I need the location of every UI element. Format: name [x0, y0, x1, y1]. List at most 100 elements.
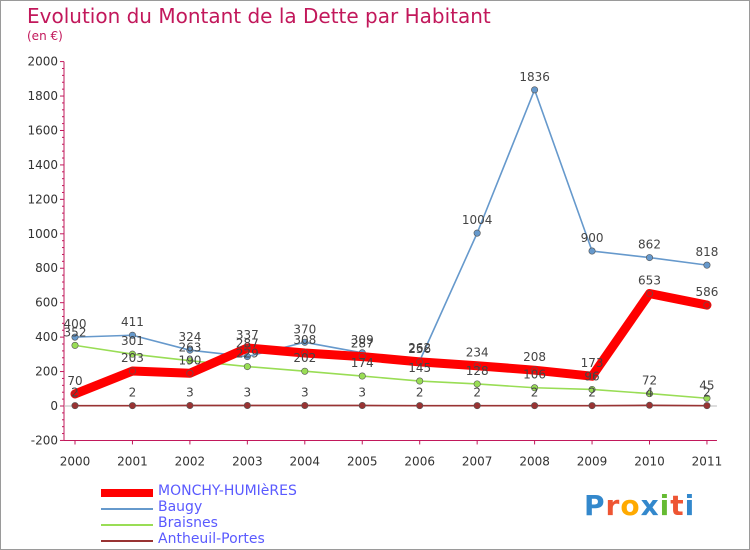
data-point-braisnes [301, 367, 309, 375]
data-label-baugy: 400 [64, 317, 87, 331]
data-point-monchy-humi-res [473, 362, 481, 370]
legend-swatch [101, 540, 153, 542]
y-tick-label: 1800 [27, 89, 58, 103]
data-label-baugy: 411 [121, 315, 144, 329]
data-point-monchy-humi-res [588, 372, 596, 380]
data-point-baugy [588, 247, 596, 255]
data-label-baugy: 370 [293, 322, 316, 336]
data-labels: 352 301 263 229 202 174 145 128 106 96 72 45 400 411 3… [64, 70, 719, 400]
x-tick-label: 2006 [404, 454, 435, 468]
y-tick-label: 1200 [27, 192, 58, 206]
data-point-baugy [71, 333, 79, 341]
logo-letter: P [584, 489, 606, 522]
data-point-monchy-humi-res [358, 353, 366, 361]
data-point-antheuil-portes [358, 401, 366, 409]
data-point-monchy-humi-res [128, 367, 136, 375]
data-point-braisnes [473, 380, 481, 388]
data-label-monchy-humi-res: 308 [293, 333, 316, 347]
x-tick-label: 2001 [117, 454, 148, 468]
data-point-braisnes [358, 372, 366, 380]
data-point-antheuil-portes [301, 401, 309, 409]
data-label-antheuil-portes: 3 [358, 385, 366, 399]
data-point-baugy [301, 338, 309, 346]
x-tick-label: 2007 [462, 454, 493, 468]
data-label-antheuil-portes: 3 [244, 385, 252, 399]
data-label-monchy-humi-res: 190 [178, 353, 201, 367]
logo-letter: i [659, 489, 671, 522]
data-label-braisnes: 263 [178, 341, 201, 355]
data-label-monchy-humi-res: 234 [466, 346, 489, 360]
data-label-braisnes: 202 [293, 351, 316, 365]
chart-subtitle: (en €) [27, 29, 63, 43]
data-label-baugy: 900 [581, 231, 604, 245]
data-label-antheuil-portes: 2 [531, 386, 539, 400]
data-point-monchy-humi-res [301, 349, 309, 357]
data-label-antheuil-portes: 2 [129, 386, 137, 400]
data-label-antheuil-portes: 2 [588, 386, 596, 400]
legend: MONCHY-HUMIèRES Baugy Braisnes Antheuil-Por… [101, 483, 421, 549]
proxiti-logo: Proxiti [584, 489, 695, 522]
data-label-monchy-humi-res: 256 [408, 342, 431, 356]
x-tick-label: 2003 [232, 454, 263, 468]
data-point-braisnes [416, 377, 424, 385]
data-point-antheuil-portes [128, 402, 136, 410]
y-tick-label: 200 [35, 365, 58, 379]
data-label-antheuil-portes: 2 [473, 386, 481, 400]
data-label-monchy-humi-res: 586 [695, 285, 718, 299]
logo-letter: x [640, 489, 660, 522]
data-point-antheuil-portes [243, 401, 251, 409]
legend-swatch [101, 508, 153, 510]
y-tick-label: 400 [35, 330, 58, 344]
logo-letter: t [670, 489, 685, 522]
series-line-monchy-humi-res [70, 289, 712, 399]
data-point-braisnes [186, 357, 194, 365]
series-line-braisnes [74, 344, 708, 400]
data-label-monchy-humi-res: 653 [638, 274, 661, 288]
data-point-monchy-humi-res [531, 366, 539, 374]
legend-label: Braisnes [158, 515, 218, 531]
y-tick-label: -200 [31, 433, 58, 447]
x-tick-label: 2002 [175, 454, 206, 468]
x-tick-label: 2005 [347, 454, 378, 468]
data-point-baugy [128, 331, 136, 339]
data-label-braisnes: 45 [699, 378, 714, 392]
x-tick-label: 2008 [519, 454, 550, 468]
legend-item-braisnes: Braisnes [101, 515, 421, 533]
y-tick-label: 2000 [27, 55, 58, 69]
data-point-braisnes [531, 384, 539, 392]
x-tick-label: 2009 [577, 454, 608, 468]
logo-letter: r [605, 489, 621, 522]
data-point-antheuil-portes [186, 401, 194, 409]
x-tick-label: 2011 [692, 454, 723, 468]
data-point-monchy-humi-res [645, 290, 653, 298]
data-point-baugy [645, 254, 653, 262]
data-label-braisnes: 352 [64, 325, 87, 339]
data-point-antheuil-portes [416, 402, 424, 410]
data-label-monchy-humi-res: 287 [351, 337, 374, 351]
data-point-antheuil-portes [71, 402, 79, 410]
data-point-baugy [243, 353, 251, 361]
y-tick-label: 600 [35, 296, 58, 310]
legend-swatch [101, 489, 153, 497]
data-label-monchy-humi-res: 70 [67, 374, 82, 388]
data-point-antheuil-portes [588, 402, 596, 410]
logo-letter: o [620, 489, 641, 522]
y-tick-label: 0 [50, 399, 58, 413]
data-point-braisnes [243, 363, 251, 371]
data-label-antheuil-portes: 4 [646, 385, 654, 399]
data-label-braisnes: 229 [236, 347, 259, 361]
data-label-monchy-humi-res: 203 [121, 351, 144, 365]
data-label-baugy: 1836 [519, 70, 550, 84]
data-point-antheuil-portes [645, 401, 653, 409]
data-label-braisnes: 301 [121, 334, 144, 348]
y-tick-label: 800 [35, 261, 58, 275]
data-label-baugy: 818 [695, 245, 718, 259]
data-point-antheuil-portes [703, 402, 711, 410]
data-label-braisnes: 128 [466, 364, 489, 378]
data-label-braisnes: 145 [408, 361, 431, 375]
chart-title: Evolution du Montant de la Dette par Hab… [27, 4, 491, 28]
legend-item-monchy-humi-res: MONCHY-HUMIèRES [101, 483, 421, 501]
data-point-monchy-humi-res [243, 344, 251, 352]
